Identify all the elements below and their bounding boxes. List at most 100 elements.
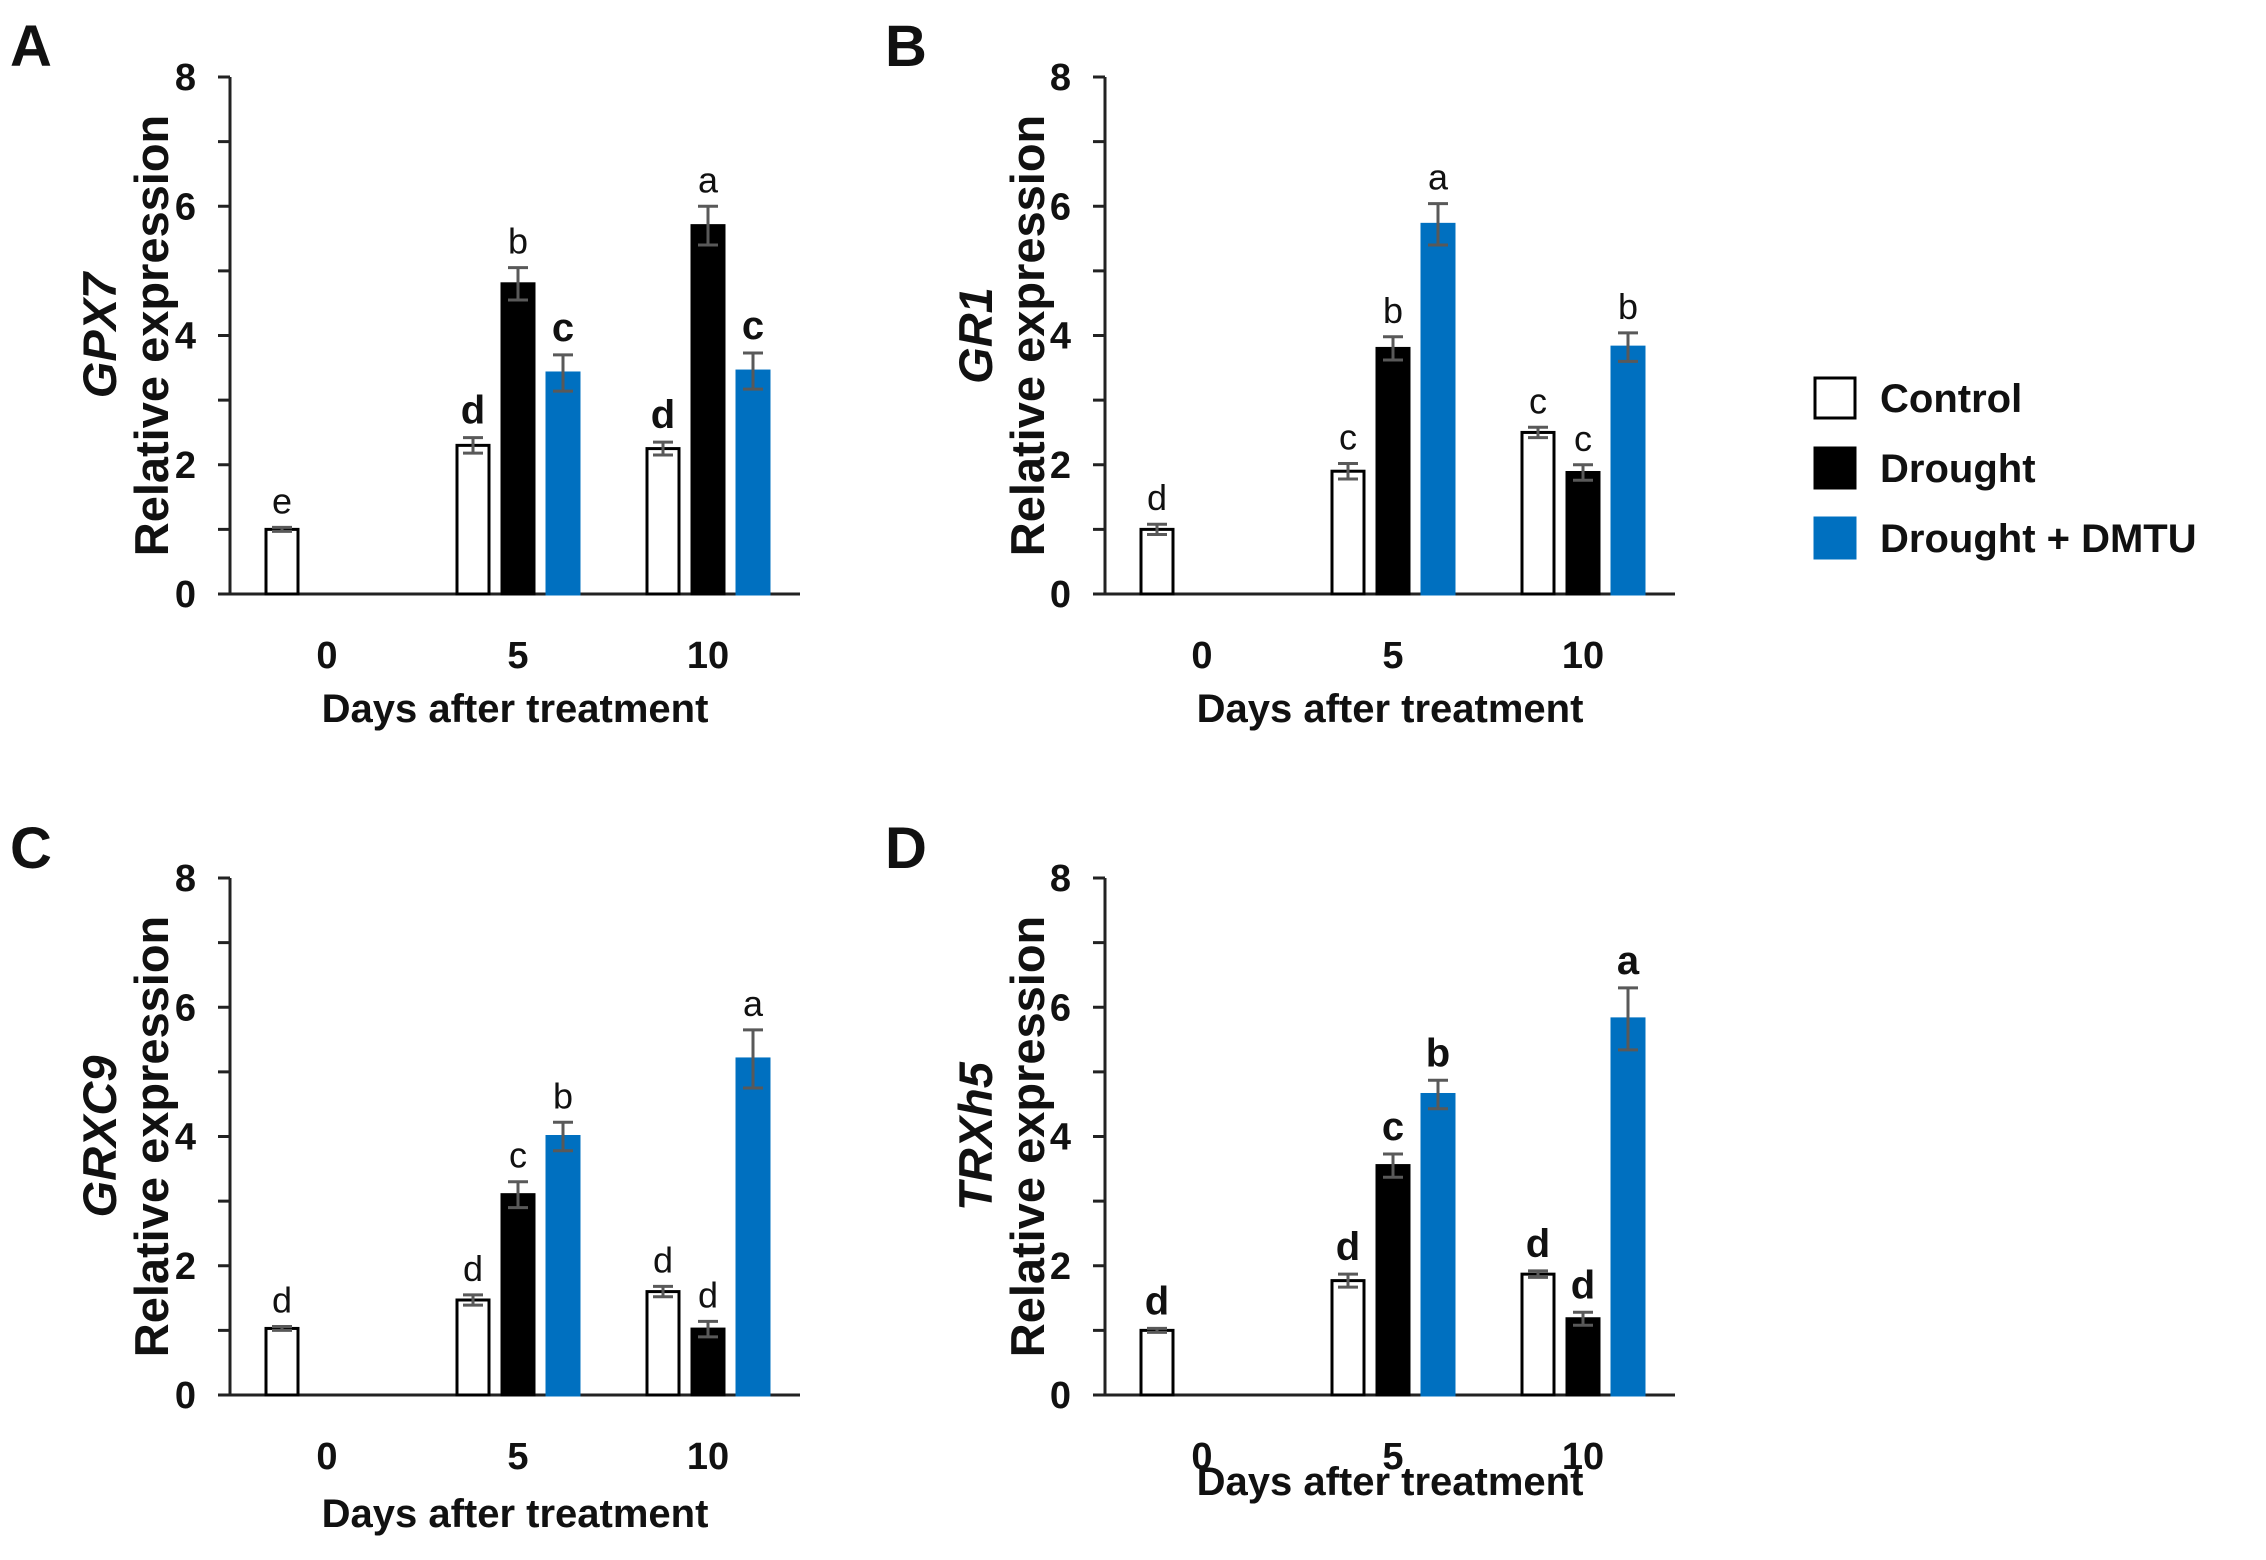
y-axis-title: GR1Relative expression <box>949 115 1054 557</box>
significance-letter: b <box>553 1075 573 1116</box>
bar-drought <box>500 282 536 596</box>
y-tick-label: 4 <box>175 1117 196 1159</box>
x-tick-label: 0 <box>1191 1436 1212 1478</box>
y-axis-title-text: Relative expression <box>125 115 178 557</box>
x-tick-label: 5 <box>507 1436 528 1478</box>
significance-letter: d <box>1526 1222 1550 1266</box>
bar-control <box>645 447 681 596</box>
significance-letter: d <box>1336 1225 1360 1269</box>
y-axis-title-text: Relative expression <box>1001 916 1054 1358</box>
y-tick-label: 8 <box>1050 858 1071 900</box>
bar-control <box>264 527 300 596</box>
bar-drought <box>1375 346 1411 596</box>
bar-drought-dmtu <box>1420 222 1456 596</box>
significance-letter: d <box>1147 477 1167 518</box>
legend-swatch <box>1813 446 1857 490</box>
x-axis-title: Days after treatment <box>1197 687 1584 731</box>
legend-label: Drought + DMTU <box>1880 517 2197 561</box>
panel-label: A <box>10 14 52 79</box>
significance-letter: a <box>698 159 719 200</box>
significance-letter: c <box>552 306 574 350</box>
significance-letter: d <box>463 1248 483 1289</box>
panel-label: D <box>885 816 927 881</box>
bar-control <box>1520 1272 1556 1397</box>
bar-control <box>645 1290 681 1397</box>
bar-drought-dmtu <box>545 371 581 596</box>
y-tick-label: 0 <box>175 1375 196 1417</box>
y-tick-label: 8 <box>1050 57 1071 99</box>
y-tick-label: 2 <box>175 445 196 487</box>
significance-letter: b <box>1618 286 1638 327</box>
significance-letter: c <box>742 304 764 348</box>
y-tick-label: 2 <box>1050 445 1071 487</box>
significance-letter: d <box>653 1239 673 1280</box>
significance-letter: e <box>272 480 292 521</box>
panel-label: B <box>885 14 927 79</box>
bar-drought <box>690 224 726 596</box>
gene-name: GPX7 <box>73 271 126 398</box>
chart-panel-a: A 0 2 4 6 8 0 5 10 Days after treatment GPX7Relati… <box>10 14 800 731</box>
y-tick-label: 4 <box>1050 316 1071 358</box>
bar-control <box>1139 1328 1175 1397</box>
x-axis-title: Days after treatment <box>322 1492 709 1536</box>
panel-label: C <box>10 816 52 881</box>
x-axis-title: Days after treatment <box>322 687 709 731</box>
y-tick-label: 6 <box>175 987 196 1029</box>
bar-drought <box>1565 471 1601 596</box>
legend: Control Drought Drought + DMTU <box>1813 376 2197 561</box>
bar-drought-dmtu <box>1610 1017 1646 1397</box>
bar-control <box>264 1326 300 1397</box>
significance-letter: b <box>1426 1031 1450 1075</box>
y-tick-label: 8 <box>175 858 196 900</box>
legend-swatch <box>1813 376 1857 420</box>
bar-drought-dmtu <box>735 1057 771 1397</box>
significance-letter: a <box>1428 157 1449 198</box>
significance-letter: b <box>508 221 528 262</box>
x-axis-title: Days after treatment <box>1197 1460 1584 1504</box>
significance-letter: c <box>1339 416 1357 457</box>
bar-drought <box>1565 1317 1601 1397</box>
y-axis-title-text: Relative expression <box>125 916 178 1358</box>
x-tick-label: 5 <box>1382 1436 1403 1478</box>
bar-drought <box>500 1193 536 1397</box>
significance-letter: c <box>1574 418 1592 459</box>
y-tick-label: 0 <box>1050 574 1071 616</box>
bar-drought-dmtu <box>1420 1092 1456 1397</box>
significance-letter: d <box>1571 1263 1595 1307</box>
significance-letter: a <box>1617 939 1640 983</box>
significance-letter: b <box>1383 290 1403 331</box>
chart-panel-c: C 0 2 4 6 8 0 5 10 Days after treatment GRXC9Relat… <box>10 816 800 1536</box>
y-tick-label: 6 <box>1050 987 1071 1029</box>
legend-label: Drought <box>1880 447 2036 491</box>
x-tick-label: 10 <box>1562 635 1604 677</box>
legend-swatch <box>1813 516 1857 560</box>
bar-drought-dmtu <box>545 1135 581 1397</box>
y-tick-label: 0 <box>1050 1375 1071 1417</box>
significance-letter: a <box>743 983 764 1024</box>
significance-letter: c <box>1529 380 1547 421</box>
x-tick-label: 0 <box>316 1436 337 1478</box>
bar-control <box>455 1298 491 1397</box>
bar-control <box>1330 1279 1366 1397</box>
y-axis-title: TRXh5Relative expression <box>949 916 1054 1358</box>
y-tick-label: 4 <box>1050 1117 1071 1159</box>
bar-control <box>1139 527 1175 596</box>
gene-name: TRXh5 <box>949 1061 1002 1211</box>
y-axis-title-text: Relative expression <box>1001 115 1054 557</box>
y-tick-label: 6 <box>175 186 196 228</box>
significance-letter: d <box>698 1274 718 1315</box>
gene-name: GR1 <box>949 287 1002 384</box>
y-tick-label: 2 <box>1050 1246 1071 1288</box>
x-tick-label: 10 <box>1562 1436 1604 1478</box>
bar-drought-dmtu <box>1610 345 1646 596</box>
bar-control <box>1520 430 1556 596</box>
x-tick-label: 10 <box>687 635 729 677</box>
x-tick-label: 5 <box>1382 635 1403 677</box>
gene-name: GRXC9 <box>73 1056 126 1218</box>
bar-drought <box>690 1327 726 1397</box>
significance-letter: d <box>461 389 485 433</box>
x-tick-label: 10 <box>687 1436 729 1478</box>
chart-panel-b: B 0 2 4 6 8 0 5 10 Days after treatment GR1Relativ… <box>885 14 1675 731</box>
